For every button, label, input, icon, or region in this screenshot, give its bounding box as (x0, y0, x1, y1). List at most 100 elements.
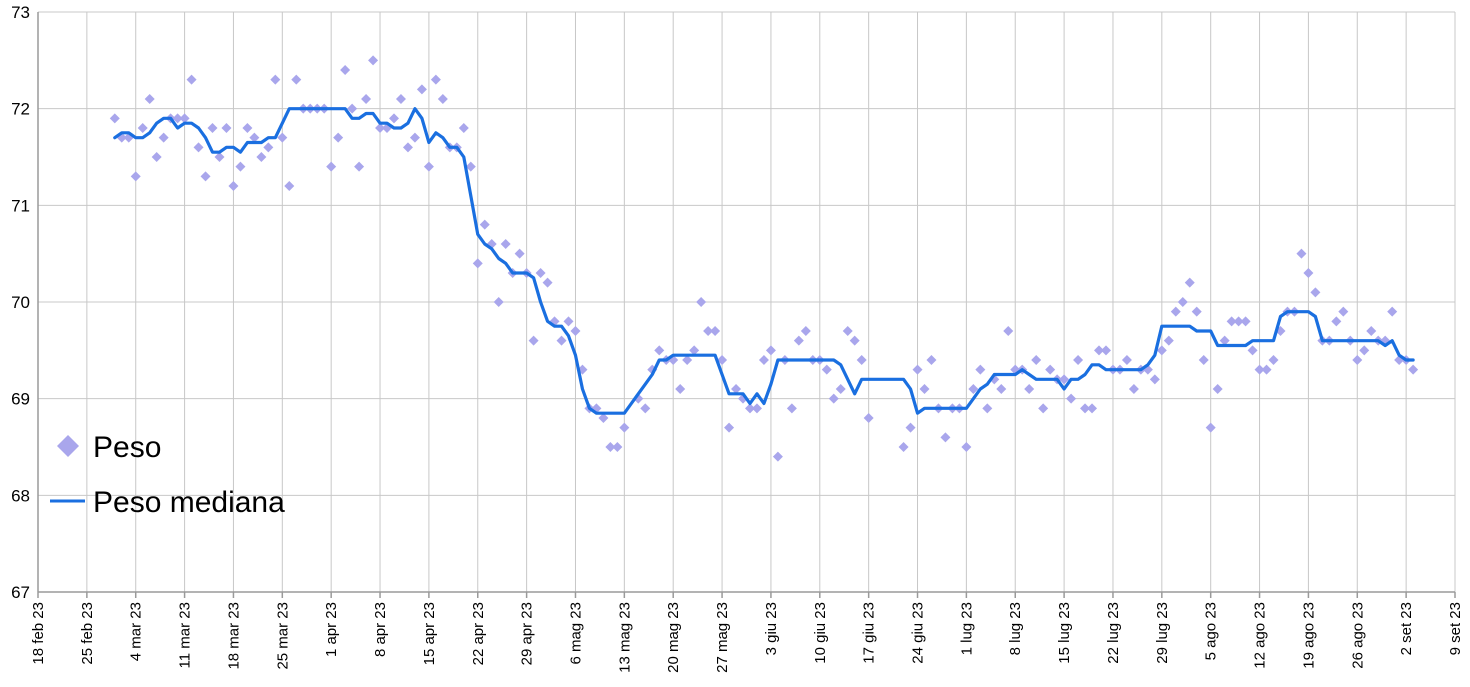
peso-point (263, 142, 274, 153)
peso-point (905, 422, 916, 433)
peso-point (256, 152, 267, 162)
peso-point (1205, 422, 1216, 433)
peso-point (228, 181, 239, 191)
x-tick-label: 2 set 23 (1398, 602, 1415, 655)
peso-point (717, 355, 728, 365)
peso-point (940, 432, 951, 443)
peso-point (772, 451, 783, 462)
x-tick-labels: 18 feb 23 25 feb 23 4 mar 23 11 mar 23 18 ma… (30, 602, 1464, 673)
peso-point (214, 152, 225, 162)
peso-point (1303, 268, 1314, 278)
x-tick-label: 4 mar 23 (128, 602, 145, 661)
peso-point (144, 94, 155, 104)
peso-point (361, 94, 372, 104)
peso-point (430, 74, 441, 85)
peso-point (1094, 345, 1105, 356)
x-tick-label: 29 lug 23 (1154, 602, 1171, 664)
peso-point (193, 142, 204, 153)
peso-point (375, 123, 386, 133)
peso-point (703, 326, 714, 336)
peso-point (291, 74, 302, 85)
legend-label-peso-mediana: Peso mediana (93, 486, 285, 519)
peso-point (1059, 374, 1070, 385)
peso-point (326, 161, 337, 172)
peso-point (235, 161, 246, 172)
peso-point (731, 384, 742, 394)
peso-point (1212, 384, 1223, 394)
peso-point (751, 403, 762, 414)
peso-point (1296, 248, 1307, 259)
peso-point (975, 364, 986, 375)
peso-point (368, 55, 379, 66)
peso-point (130, 171, 141, 182)
grid (37, 11, 1456, 593)
x-tick-label: 29 apr 23 (519, 602, 536, 665)
peso-point (793, 335, 804, 346)
x-tick-label: 9 set 23 (1447, 602, 1464, 655)
y-tick-label: 69 (11, 390, 30, 409)
x-tick-label: 12 ago 23 (1252, 602, 1269, 669)
peso-point (472, 258, 483, 269)
peso-point (1310, 287, 1321, 298)
peso-point (458, 123, 469, 133)
y-tick-labels: 67 68 69 70 71 72 73 (11, 3, 30, 602)
peso-point (1233, 316, 1244, 327)
x-tick-label: 11 mar 23 (177, 602, 194, 668)
peso-point (758, 355, 769, 365)
peso-point (1268, 355, 1279, 365)
peso-point (340, 65, 351, 75)
peso-point (982, 403, 993, 414)
series (109, 55, 1419, 462)
peso-point (919, 384, 930, 394)
peso-point (675, 384, 686, 394)
peso-point (1366, 326, 1377, 336)
peso-point (535, 268, 546, 278)
peso-point (1261, 364, 1272, 375)
peso-point (598, 413, 609, 423)
peso-point (1038, 403, 1049, 414)
x-tick-label: 15 apr 23 (421, 602, 438, 665)
peso-point (842, 326, 853, 336)
peso-point (1024, 384, 1035, 394)
peso-point (1121, 355, 1132, 365)
x-tick-label: 3 giu 23 (763, 602, 780, 655)
peso-point (849, 335, 860, 346)
peso-point (898, 442, 909, 452)
peso-point (1219, 335, 1230, 346)
peso-point (828, 393, 839, 404)
peso-point (1080, 403, 1091, 414)
peso-point (186, 74, 197, 85)
peso-point (968, 384, 979, 394)
peso-point (284, 181, 295, 191)
peso-point (1066, 393, 1077, 404)
peso-point (493, 297, 504, 307)
peso-point (137, 123, 148, 133)
y-tick-label: 67 (11, 583, 30, 602)
peso-point (1331, 316, 1342, 327)
peso-point (835, 384, 846, 394)
peso-point (556, 335, 567, 346)
x-tick-label: 17 giu 23 (861, 602, 878, 664)
peso-point (612, 442, 623, 452)
x-tick-label: 8 apr 23 (372, 602, 389, 657)
peso-point (179, 113, 190, 124)
x-tick-label: 26 ago 23 (1349, 602, 1366, 669)
x-tick-label: 15 lug 23 (1056, 602, 1073, 664)
peso-point (1087, 403, 1098, 414)
peso-point (724, 422, 735, 433)
y-tick-label: 71 (11, 196, 30, 215)
peso-point (423, 161, 434, 172)
peso-point (347, 103, 358, 114)
peso-point (1240, 316, 1251, 327)
peso-point (1408, 364, 1419, 375)
peso-point (856, 355, 867, 365)
peso-point (395, 94, 406, 104)
peso-point (1254, 364, 1265, 375)
peso-point (354, 161, 365, 172)
x-tick-label: 10 giu 23 (812, 602, 829, 664)
legend-marker-peso (57, 435, 79, 457)
peso-point (1003, 326, 1014, 336)
x-tick-label: 13 mag 23 (616, 602, 633, 673)
peso-point (333, 132, 344, 143)
peso-point (1156, 345, 1167, 356)
